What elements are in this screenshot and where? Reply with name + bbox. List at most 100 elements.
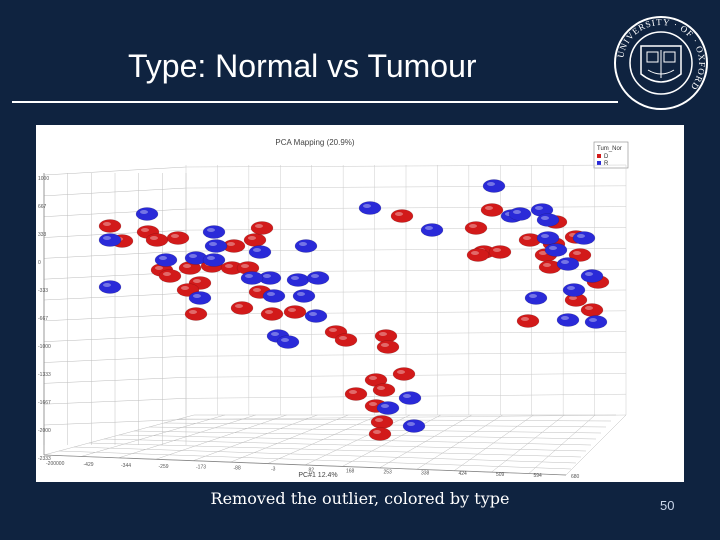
point-highlight bbox=[309, 312, 317, 316]
grid-line bbox=[185, 414, 627, 420]
x-tick-label: -429 bbox=[84, 462, 94, 468]
grid-line bbox=[103, 438, 587, 452]
point-highlight bbox=[379, 332, 387, 336]
point-highlight bbox=[485, 206, 493, 210]
point-highlight bbox=[297, 292, 305, 296]
point-r bbox=[276, 335, 300, 349]
point-r bbox=[286, 273, 310, 287]
point-d bbox=[370, 415, 394, 429]
point-r bbox=[572, 231, 596, 245]
point-d bbox=[166, 231, 190, 245]
point-r bbox=[292, 289, 316, 303]
point-highlight bbox=[561, 260, 569, 264]
point-r bbox=[204, 239, 228, 253]
grid-line bbox=[565, 414, 627, 476]
x-axis-label: PC#1 12.4% bbox=[298, 472, 337, 479]
legend-swatch-d bbox=[597, 154, 601, 158]
grid-line bbox=[73, 446, 577, 464]
grid-line bbox=[528, 414, 596, 474]
point-r bbox=[580, 269, 604, 283]
point-highlight bbox=[189, 310, 197, 314]
grid-line bbox=[43, 414, 195, 456]
point-r bbox=[398, 391, 422, 405]
point-d bbox=[580, 303, 604, 317]
point-d bbox=[480, 203, 504, 217]
point-highlight bbox=[381, 404, 389, 408]
point-highlight bbox=[349, 390, 357, 394]
x-tick-label: -259 bbox=[159, 464, 169, 470]
point-r bbox=[304, 309, 328, 323]
point-r bbox=[202, 225, 226, 239]
point-highlight bbox=[329, 328, 337, 332]
grid-line bbox=[304, 414, 411, 466]
point-r bbox=[584, 315, 608, 329]
axis-line bbox=[43, 454, 567, 476]
oxford-crest-icon: UNIVERSITY · OF · OXFORD bbox=[610, 12, 712, 114]
x-tick-label: 82 bbox=[309, 468, 315, 474]
point-d bbox=[368, 427, 392, 441]
y-tick-label: -2333 bbox=[38, 456, 51, 462]
point-highlight bbox=[487, 182, 495, 186]
point-highlight bbox=[189, 254, 197, 258]
point-highlight bbox=[589, 318, 597, 322]
point-d bbox=[230, 301, 254, 315]
point-highlight bbox=[567, 286, 575, 290]
point-r bbox=[135, 207, 159, 221]
point-highlight bbox=[193, 279, 201, 283]
point-highlight bbox=[523, 236, 531, 240]
chart-title: PCA Mapping (20.9%) bbox=[275, 138, 354, 147]
point-highlight bbox=[373, 430, 381, 434]
point-highlight bbox=[227, 242, 235, 246]
point-highlight bbox=[311, 274, 319, 278]
point-highlight bbox=[253, 288, 261, 292]
point-highlight bbox=[245, 274, 253, 278]
point-highlight bbox=[140, 210, 148, 214]
legend-label-d: D bbox=[604, 154, 609, 160]
point-d bbox=[390, 209, 414, 223]
point-r bbox=[154, 253, 178, 267]
x-tick-label: 253 bbox=[384, 469, 393, 475]
point-highlight bbox=[281, 338, 289, 342]
point-r bbox=[508, 207, 532, 221]
point-d bbox=[488, 245, 512, 259]
x-tick-label: 168 bbox=[346, 468, 355, 474]
point-highlight bbox=[561, 316, 569, 320]
grid-line bbox=[88, 442, 582, 458]
point-r bbox=[240, 271, 264, 285]
point-r bbox=[376, 401, 400, 415]
point-highlight bbox=[529, 294, 537, 298]
point-highlight bbox=[403, 394, 411, 398]
point-d bbox=[344, 387, 368, 401]
point-r bbox=[262, 289, 286, 303]
point-highlight bbox=[369, 376, 377, 380]
y-tick-label: -1000 bbox=[38, 344, 51, 350]
point-r bbox=[402, 419, 426, 433]
point-highlight bbox=[397, 370, 405, 374]
point-highlight bbox=[181, 286, 189, 290]
point-highlight bbox=[521, 317, 529, 321]
grid-line bbox=[379, 414, 472, 469]
y-tick-labels: 1000 667 333 0 -333 -667 -1000 -1333 -1667 -2000 -… bbox=[38, 176, 51, 462]
data-points bbox=[98, 179, 610, 441]
point-highlight bbox=[381, 343, 389, 347]
x-tick-label: 680 bbox=[571, 474, 580, 480]
point-highlight bbox=[141, 228, 149, 232]
point-r bbox=[420, 223, 444, 237]
point-highlight bbox=[549, 246, 557, 250]
point-r bbox=[306, 271, 330, 285]
point-highlight bbox=[150, 236, 158, 240]
point-highlight bbox=[225, 264, 233, 268]
legend: Tum_Nor D R bbox=[593, 141, 629, 169]
x-tick-labels: -200000 -429 -344 -259 -173 -88 -3 82 168 253 338 4… bbox=[46, 461, 580, 480]
point-highlight bbox=[375, 418, 383, 422]
page-number: 50 bbox=[660, 498, 675, 513]
grid-line bbox=[118, 434, 592, 446]
point-d bbox=[466, 248, 490, 262]
point-d bbox=[392, 367, 416, 381]
point-highlight bbox=[253, 248, 261, 252]
slide-title: Type: Normal vs Tumour bbox=[128, 48, 477, 84]
point-r bbox=[544, 243, 568, 257]
point-highlight bbox=[585, 272, 593, 276]
point-r bbox=[536, 231, 560, 245]
slide-caption: Removed the outlier, colored by type bbox=[210, 489, 510, 508]
